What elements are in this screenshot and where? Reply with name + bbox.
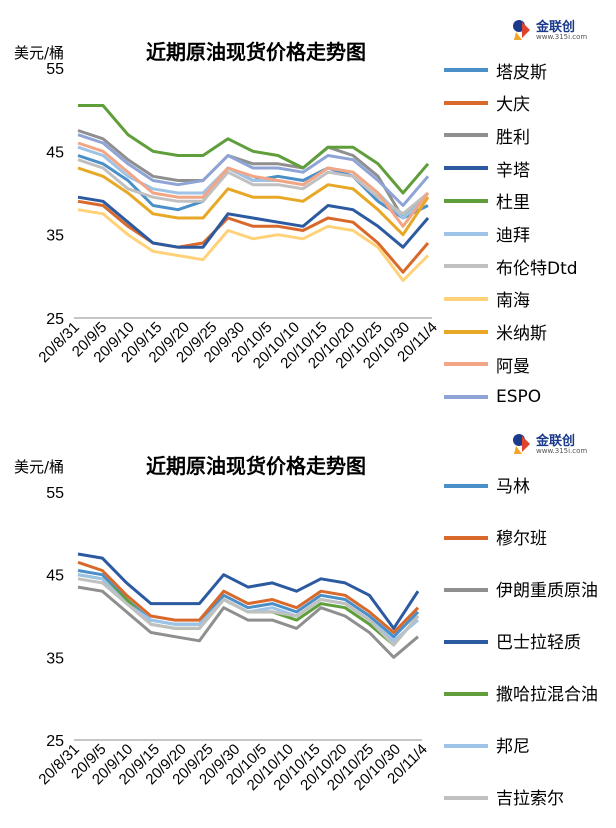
logo-text: 金联创 bbox=[536, 20, 576, 35]
chart-panel-1: 25 35 45 55 20/8/31 20/9/5 20/9/10 20/9/15 20/9/… bbox=[14, 14, 592, 409]
legend-label: 辛塔 bbox=[496, 160, 530, 181]
legend-label: 胜利 bbox=[496, 127, 530, 148]
y-tick-label: 35 bbox=[46, 650, 64, 667]
legend-label: 迪拜 bbox=[496, 226, 530, 246]
logo-mark-icon bbox=[513, 434, 530, 454]
legend-swatch bbox=[444, 166, 488, 171]
chart-title: 近期原油现货价格走势图 bbox=[146, 40, 366, 64]
y-tick-label: 25 bbox=[46, 311, 64, 328]
legend-item: 邦尼 bbox=[444, 734, 616, 760]
legend-swatch bbox=[444, 296, 488, 301]
series-line bbox=[77, 133, 430, 207]
legend-label: 吉拉索尔 bbox=[496, 789, 564, 809]
legend-label: 塔皮斯 bbox=[496, 62, 547, 83]
legend-item: 大庆 bbox=[444, 91, 530, 115]
legend-label: 邦尼 bbox=[496, 737, 530, 757]
legend-item: 辛塔 bbox=[444, 156, 530, 181]
legend-item: 阿曼 bbox=[444, 352, 530, 377]
legend-swatch bbox=[444, 198, 488, 203]
legend-swatch bbox=[444, 100, 488, 105]
legend-swatch bbox=[444, 744, 488, 748]
chart-title: 近期原油现货价格走势图 bbox=[146, 454, 366, 478]
legend-swatch bbox=[444, 692, 488, 696]
logo-text: 金联创 bbox=[536, 434, 576, 449]
series-line bbox=[77, 129, 430, 220]
y-axis-unit: 美元/桶 bbox=[14, 44, 65, 62]
legend-item: 布伦特Dtd bbox=[444, 254, 578, 279]
series-line bbox=[77, 577, 420, 647]
legend-swatch bbox=[444, 362, 488, 367]
logo-subtext: www.315i.com bbox=[536, 33, 588, 41]
legend-swatch bbox=[444, 68, 488, 72]
legend-swatch bbox=[444, 484, 488, 488]
legend-swatch bbox=[444, 588, 488, 592]
y-axis-unit: 美元/桶 bbox=[14, 458, 65, 476]
legend-item: 塔皮斯 bbox=[444, 58, 547, 83]
y-tick-label: 55 bbox=[46, 485, 64, 502]
chart-plot-1: 2535455520/8/3120/9/520/9/1020/9/1520/9/… bbox=[35, 61, 440, 372]
jinlianchuang-logo: 金联创 www.315i.com bbox=[512, 14, 592, 48]
series-line bbox=[77, 166, 430, 237]
legend-swatch bbox=[444, 395, 488, 399]
legend-label: ESPO bbox=[496, 387, 542, 407]
legend-item: 南海 bbox=[444, 287, 530, 311]
legend-label: 大庆 bbox=[496, 95, 530, 116]
legend-item: 穆尔班 bbox=[444, 526, 616, 552]
legend-swatch bbox=[444, 133, 488, 138]
series-line bbox=[77, 199, 430, 274]
legend-label: 杜里 bbox=[496, 193, 530, 214]
legend-label: 南海 bbox=[496, 291, 530, 312]
legend-item: 吉拉索尔 bbox=[444, 786, 616, 812]
legend-item: 巴士拉轻质 bbox=[444, 630, 616, 656]
legend-item: 胜利 bbox=[444, 123, 530, 148]
legend-item: 米纳斯 bbox=[444, 320, 547, 344]
y-tick-label: 55 bbox=[46, 61, 64, 78]
legend-item: 马林 bbox=[444, 474, 616, 500]
legend-item: ESPO bbox=[444, 385, 541, 409]
series-line bbox=[77, 585, 419, 659]
legend-swatch bbox=[444, 536, 488, 540]
legend-item: 迪拜 bbox=[444, 222, 530, 246]
legend-item: 撒哈拉混合油 bbox=[444, 682, 616, 708]
legend-label: 布伦特Dtd bbox=[496, 258, 578, 279]
legend-item: 杜里 bbox=[444, 189, 530, 213]
y-tick-label: 25 bbox=[46, 733, 64, 750]
legend-swatch bbox=[444, 264, 488, 269]
series-line bbox=[77, 141, 430, 228]
legend-swatch bbox=[444, 231, 488, 236]
logo-mark-icon bbox=[513, 20, 530, 40]
legend-label: 撒哈拉混合油 bbox=[496, 685, 598, 705]
chart-panel-2: 25 35 45 55 20/8/31 20/9/5 20/9/10 20/9/15 20/9/… bbox=[0, 414, 616, 828]
legend-label: 米纳斯 bbox=[496, 324, 547, 345]
series-line bbox=[77, 208, 430, 282]
legend-label: 马林 bbox=[496, 477, 530, 497]
series-line bbox=[77, 158, 429, 216]
y-tick-label: 45 bbox=[46, 144, 64, 161]
legend-label: 阿曼 bbox=[496, 356, 530, 377]
y-tick-label: 35 bbox=[46, 228, 64, 245]
logo-subtext: www.315i.com bbox=[536, 447, 588, 455]
y-tick-label: 45 bbox=[46, 568, 64, 585]
legend-item: 伊朗重质原油 bbox=[444, 578, 616, 604]
legend-swatch bbox=[444, 640, 488, 644]
legend-label: 巴士拉轻质 bbox=[496, 633, 581, 653]
series-line bbox=[78, 104, 430, 195]
series-line bbox=[77, 552, 420, 630]
series-line bbox=[77, 195, 430, 249]
chart-plot-2: 2535455520/8/3120/9/520/9/1020/9/1520/9/… bbox=[35, 485, 430, 794]
jinlianchuang-logo: 金联创 www.315i.com bbox=[512, 428, 592, 462]
series-line bbox=[77, 560, 420, 634]
legend-swatch bbox=[444, 329, 488, 334]
legend-label: 伊朗重质原油 bbox=[496, 581, 598, 601]
legend-label: 穆尔班 bbox=[496, 529, 547, 549]
legend-swatch bbox=[444, 796, 488, 800]
